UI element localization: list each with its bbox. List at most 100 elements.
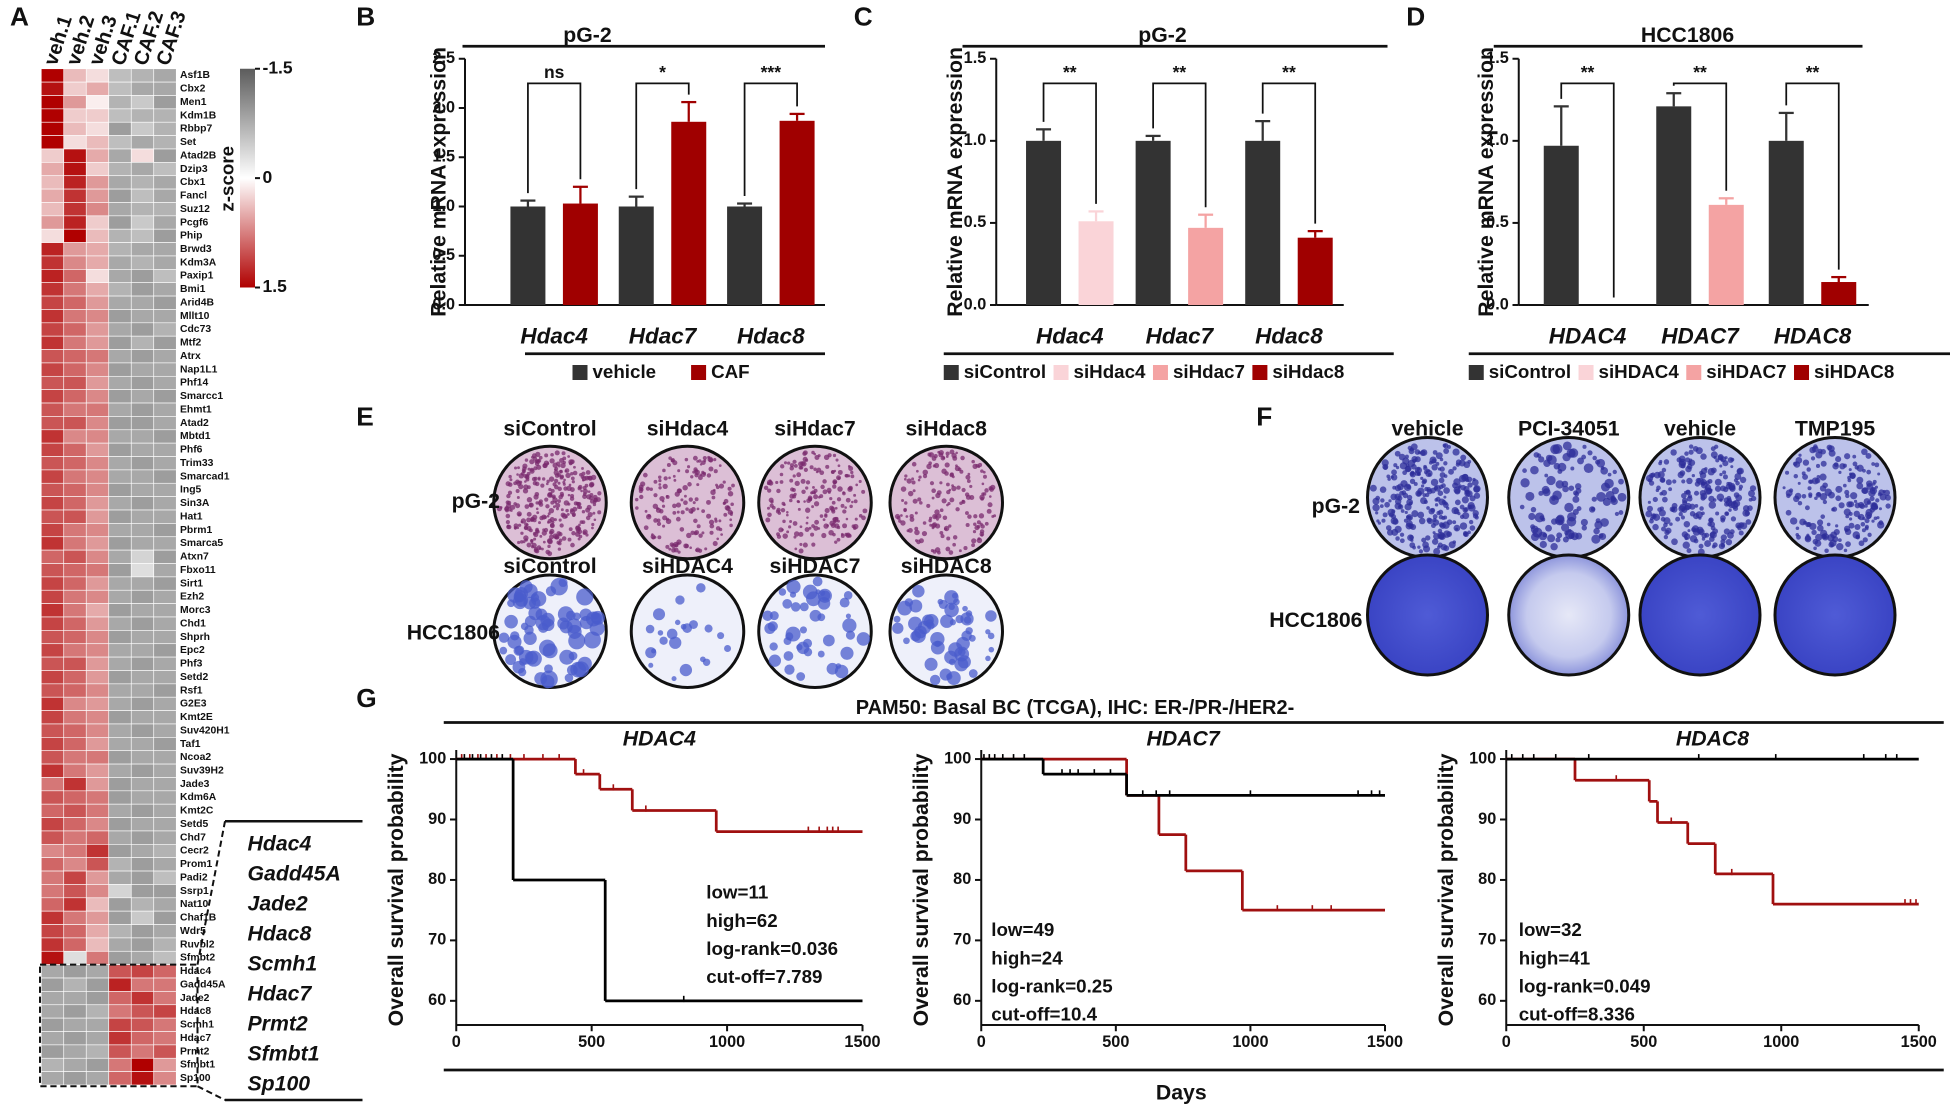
colony bbox=[839, 597, 850, 608]
category-label: Hdac4 bbox=[520, 323, 588, 348]
heatmap-cell bbox=[130, 242, 155, 257]
colony bbox=[638, 489, 643, 494]
colony bbox=[643, 525, 649, 531]
colony bbox=[1550, 543, 1558, 551]
colony bbox=[538, 547, 542, 550]
colony bbox=[1426, 506, 1430, 510]
colony bbox=[1406, 494, 1413, 501]
heatmap-cell bbox=[63, 830, 87, 845]
heatmap-cell bbox=[108, 1031, 132, 1046]
colony bbox=[1395, 536, 1400, 541]
colony bbox=[966, 479, 971, 483]
colony bbox=[948, 642, 963, 657]
colony bbox=[1393, 463, 1398, 468]
heatmap-cell bbox=[153, 1004, 177, 1019]
heatmap-cell bbox=[40, 683, 65, 698]
heatmap-cell bbox=[130, 536, 155, 551]
colony bbox=[1782, 486, 1786, 490]
colony bbox=[715, 526, 721, 531]
colony bbox=[1849, 472, 1856, 479]
colony bbox=[809, 465, 814, 470]
heatmap-cell bbox=[108, 242, 132, 257]
heatmap-cell bbox=[153, 897, 177, 912]
y-tick-label: 60 bbox=[953, 991, 971, 1009]
colony bbox=[558, 518, 562, 522]
heatmap-cell bbox=[63, 857, 87, 872]
colony bbox=[709, 530, 714, 535]
colony bbox=[531, 542, 537, 548]
heatmap-cell bbox=[130, 175, 155, 190]
heatmap-cell bbox=[85, 282, 110, 297]
colony bbox=[777, 511, 782, 515]
colony bbox=[940, 534, 945, 539]
colony bbox=[559, 523, 564, 528]
colony bbox=[944, 602, 959, 618]
colony bbox=[525, 650, 542, 667]
y-tick-label: 1.5 bbox=[964, 49, 987, 67]
colony bbox=[1406, 515, 1410, 519]
legend-swatch bbox=[1152, 365, 1168, 380]
colony bbox=[817, 613, 826, 622]
colony bbox=[1749, 485, 1757, 492]
colony bbox=[1452, 466, 1457, 471]
heatmap-cell bbox=[108, 803, 132, 818]
colony bbox=[858, 479, 862, 484]
colony bbox=[911, 461, 917, 467]
colony bbox=[921, 530, 928, 537]
row-label: Setd5 bbox=[180, 819, 208, 830]
row-label: Phf14 bbox=[180, 378, 208, 389]
colony bbox=[917, 478, 921, 482]
colony bbox=[768, 497, 774, 503]
colony bbox=[679, 527, 685, 532]
colony bbox=[537, 477, 541, 481]
colony bbox=[662, 483, 668, 489]
significance-label: ns bbox=[544, 62, 565, 82]
colony bbox=[679, 663, 693, 677]
colony bbox=[904, 501, 908, 505]
colony bbox=[526, 517, 531, 523]
colony bbox=[789, 466, 795, 471]
colony bbox=[1796, 534, 1801, 540]
heatmap-cell bbox=[40, 549, 65, 564]
row-label: Nat10 bbox=[180, 899, 208, 910]
heatmap-cell bbox=[63, 148, 87, 163]
row-label: Phip bbox=[180, 231, 202, 242]
colony bbox=[547, 512, 551, 516]
heatmap-cell bbox=[40, 95, 65, 110]
colony bbox=[696, 483, 700, 487]
colony bbox=[1785, 489, 1793, 497]
colony bbox=[844, 532, 848, 537]
heatmap-cell bbox=[153, 242, 177, 257]
colony bbox=[1439, 472, 1446, 478]
colony bbox=[1431, 464, 1438, 471]
colony bbox=[765, 517, 771, 523]
colony bbox=[1676, 457, 1682, 463]
colony bbox=[592, 502, 597, 507]
heatmap-cell bbox=[153, 1031, 177, 1046]
colony bbox=[1802, 473, 1809, 480]
colony bbox=[1530, 506, 1537, 513]
heatmap-cell bbox=[85, 95, 110, 110]
colony bbox=[987, 502, 993, 508]
bar bbox=[671, 121, 707, 306]
heatmap-cell bbox=[108, 215, 132, 230]
heatmap-cell bbox=[85, 616, 110, 631]
colony bbox=[1417, 545, 1421, 549]
colony bbox=[668, 476, 671, 480]
colony bbox=[533, 494, 539, 500]
colony bbox=[725, 506, 731, 512]
chart-title: HDAC8 bbox=[1676, 727, 1749, 751]
colony bbox=[1720, 485, 1726, 492]
colony bbox=[1387, 508, 1395, 517]
colony bbox=[1738, 484, 1744, 489]
colony bbox=[1459, 522, 1468, 530]
colony bbox=[587, 490, 591, 494]
heatmap-cell bbox=[63, 549, 87, 564]
heatmap-cell bbox=[130, 1044, 155, 1059]
colony bbox=[1611, 487, 1619, 495]
colony bbox=[1539, 540, 1547, 549]
colony bbox=[1795, 526, 1800, 531]
colony bbox=[1861, 487, 1868, 494]
colony bbox=[582, 529, 588, 535]
heatmap-cell bbox=[63, 375, 87, 390]
